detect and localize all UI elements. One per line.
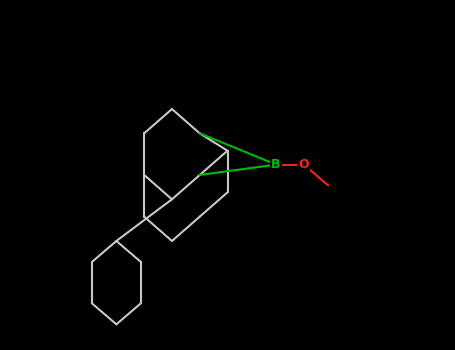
Text: O: O — [298, 158, 309, 171]
Text: B: B — [271, 158, 281, 171]
